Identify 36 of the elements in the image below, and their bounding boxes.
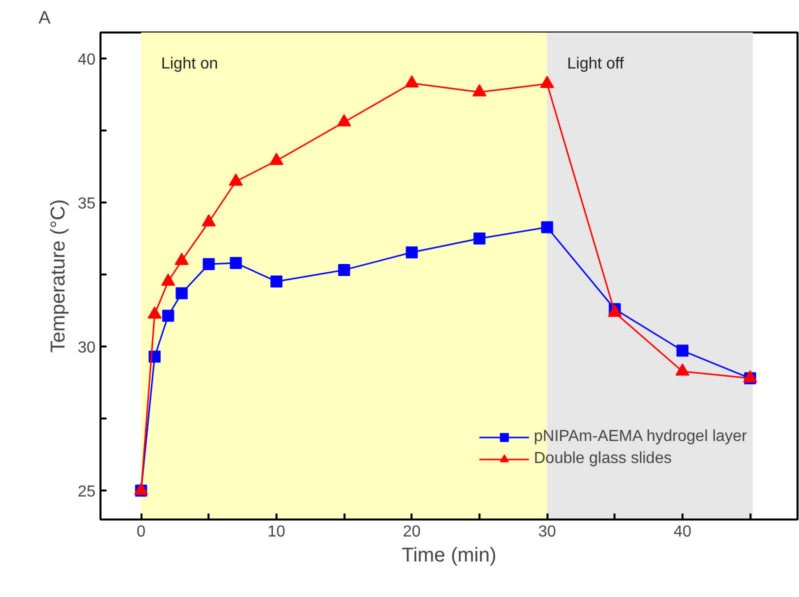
- y-tick-label: 30: [78, 340, 96, 357]
- point: [228, 173, 243, 186]
- point: [162, 310, 174, 322]
- point: [404, 75, 419, 88]
- legend-label: Double glass slides: [534, 450, 672, 468]
- point: [473, 232, 486, 245]
- legend-label: pNIPAm-AEMA hydrogel layer: [534, 428, 747, 446]
- y-axis-title: Temperature (°C): [48, 199, 70, 353]
- x-tick-label: 30: [538, 524, 556, 540]
- point: [541, 221, 554, 234]
- point: [269, 152, 284, 165]
- point: [202, 214, 216, 226]
- point: [161, 273, 176, 286]
- point: [676, 344, 688, 357]
- point: [540, 76, 554, 88]
- x-tick-label: 10: [268, 524, 286, 540]
- y-tick-label: 40: [78, 51, 96, 68]
- y-tick-label: 35: [78, 196, 96, 213]
- x-tick-label: 40: [674, 524, 692, 540]
- point: [406, 246, 418, 258]
- point: [174, 252, 189, 265]
- x-tick-label: 20: [402, 524, 421, 540]
- x-tick-label: 0: [136, 524, 146, 540]
- text: A: [38, 8, 51, 28]
- band-label: Light off: [567, 56, 624, 72]
- point: [270, 275, 282, 288]
- x-axis-title: Time (min): [402, 544, 496, 566]
- point: [230, 257, 242, 270]
- point: [472, 84, 486, 96]
- point: [176, 287, 188, 300]
- point: [202, 258, 215, 270]
- point: [338, 264, 350, 276]
- point: [148, 306, 162, 319]
- point: [337, 114, 352, 126]
- band-label: Light on: [161, 56, 218, 72]
- y-tick-label: 25: [78, 484, 96, 501]
